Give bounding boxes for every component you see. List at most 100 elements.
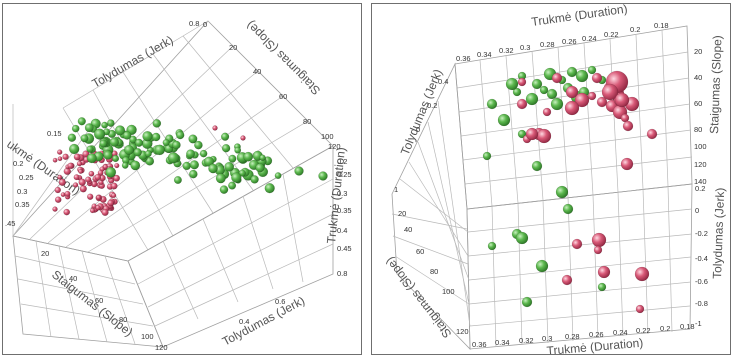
tick-slope-front-2: 60: [95, 296, 103, 305]
green-data-point: [550, 97, 564, 111]
green-data-point: [162, 139, 170, 147]
green-data-point: [123, 144, 134, 155]
left-scatter-points: [52, 117, 328, 217]
pink-data-point: [57, 174, 63, 180]
pink-data-point: [111, 192, 117, 199]
tick-slope-right-6: 140: [694, 177, 707, 186]
green-data-point: [535, 259, 549, 273]
green-data-point: [482, 151, 492, 161]
pink-data-point: [86, 193, 94, 200]
tick-jerk-right-1: 0: [695, 206, 699, 215]
right-front-plane-grid: [466, 183, 693, 350]
green-data-point: [219, 185, 229, 194]
right-jerk-axis-title-right: Tolydumas (Jerk): [710, 187, 727, 279]
green-data-point: [152, 119, 162, 128]
pink-data-point: [542, 107, 552, 117]
green-data-point: [587, 65, 597, 75]
left-3d-scatter-panel[interactable]: 0.8 0 20 40 60 80 100 120 0.2 0.25 0.3 0…: [2, 3, 362, 355]
tick-duration-left-5: .45: [5, 219, 15, 228]
green-data-point: [189, 160, 200, 170]
green-data-point: [224, 161, 235, 172]
tick-slope-left-4: 100: [442, 287, 455, 296]
pink-data-point: [622, 120, 634, 132]
pink-data-point: [97, 169, 104, 176]
pink-data-point: [88, 170, 95, 177]
pink-data-point: [240, 135, 246, 141]
pink-data-point: [587, 91, 597, 101]
green-data-point: [80, 134, 89, 143]
tick-jerk-back-0: 0.8: [189, 19, 199, 28]
pink-data-point: [561, 274, 573, 286]
green-data-point: [134, 138, 144, 147]
pink-data-point: [78, 169, 84, 174]
left-jerk-axis-title-back: Tolydumas (Jerk): [90, 33, 176, 91]
tick-dur-top-5: 0.26: [562, 37, 577, 46]
tick-duration-right-0: 0.2: [337, 157, 347, 166]
green-data-point: [109, 137, 120, 147]
tick-duration-right-3: 0.35: [337, 206, 352, 215]
pink-data-point: [593, 245, 603, 255]
green-data-point: [546, 88, 558, 100]
pink-data-point: [536, 128, 552, 144]
pink-data-point: [565, 85, 579, 99]
tick-jerk-left-0: 0.4: [438, 77, 448, 86]
pink-data-point: [107, 199, 114, 207]
tick-jerk-front-0: 0.4: [239, 317, 249, 326]
green-data-point: [259, 154, 266, 161]
pink-data-point: [591, 72, 603, 84]
green-data-point: [154, 144, 165, 156]
green-data-point: [121, 161, 129, 169]
pink-data-point: [78, 178, 86, 186]
tick-dur-top-8: 0.2: [630, 25, 640, 34]
green-data-point: [103, 150, 113, 160]
tick-jerk-right-0: 0.2: [695, 184, 705, 193]
tick-duration-right-4: 0.4: [337, 226, 347, 235]
tick-dur-bot-3: 0.3: [542, 334, 552, 343]
tick-duration-right-5: 0.45: [337, 244, 352, 253]
pink-data-point: [102, 164, 108, 170]
tick-slope-left-3: 80: [430, 267, 438, 276]
green-data-point: [144, 150, 152, 158]
tick-slope-left-1: 40: [404, 225, 412, 234]
green-data-point: [274, 172, 282, 180]
left-3d-scatter-plot: 0.8 0 20 40 60 80 100 120 0.2 0.25 0.3 0…: [4, 18, 352, 352]
tick-slope-right-0: 20: [694, 47, 702, 56]
green-data-point: [255, 163, 265, 173]
pink-data-point: [72, 182, 79, 188]
tick-dur-top-3: 0.3: [520, 43, 530, 52]
green-data-point: [215, 173, 226, 184]
tick-jerk-left-extra: 1: [394, 185, 398, 194]
tick-jerk-right-4: -0.6: [695, 277, 708, 286]
tick-duration-left-1: 0.2: [13, 159, 23, 168]
pink-data-point: [73, 174, 80, 181]
green-data-point: [122, 131, 132, 140]
pink-data-point: [62, 153, 69, 161]
pink-data-point: [597, 265, 611, 279]
right-jerk-axis-title-left: Tolydumas (Jerk): [398, 67, 445, 157]
right-left-plane-grid: [391, 62, 471, 351]
green-data-point: [86, 153, 97, 164]
green-data-point: [199, 149, 208, 158]
green-data-point: [318, 171, 328, 181]
green-data-point: [531, 160, 543, 172]
tick-slope-right-4: 100: [694, 142, 707, 151]
tick-dur-bot-0: 0.36: [472, 340, 487, 349]
left-side-plane-grid: [12, 20, 334, 348]
green-data-point: [221, 132, 230, 141]
right-3d-scatter-panel[interactable]: 0.36 0.34 0.32 0.3 0.28 0.26 0.24 0.22 0…: [371, 3, 731, 355]
right-scatter-points: [482, 65, 658, 314]
green-data-point: [487, 241, 497, 251]
tick-dur-bot-5: 0.26: [589, 330, 604, 339]
pink-data-point: [114, 163, 120, 169]
tick-dur-top-4: 0.28: [540, 40, 555, 49]
green-data-point: [497, 113, 511, 127]
green-data-point: [130, 160, 141, 171]
tick-jerk-left-1: 0.2: [427, 101, 437, 110]
green-data-point: [71, 124, 80, 133]
tick-slope-front-0: 20: [41, 249, 49, 258]
green-data-point: [221, 143, 231, 153]
tick-jerk-left-2: 0: [416, 125, 420, 134]
green-data-point: [129, 135, 137, 144]
tick-slope-back-0: 20: [229, 43, 237, 52]
pink-data-point: [96, 194, 102, 200]
